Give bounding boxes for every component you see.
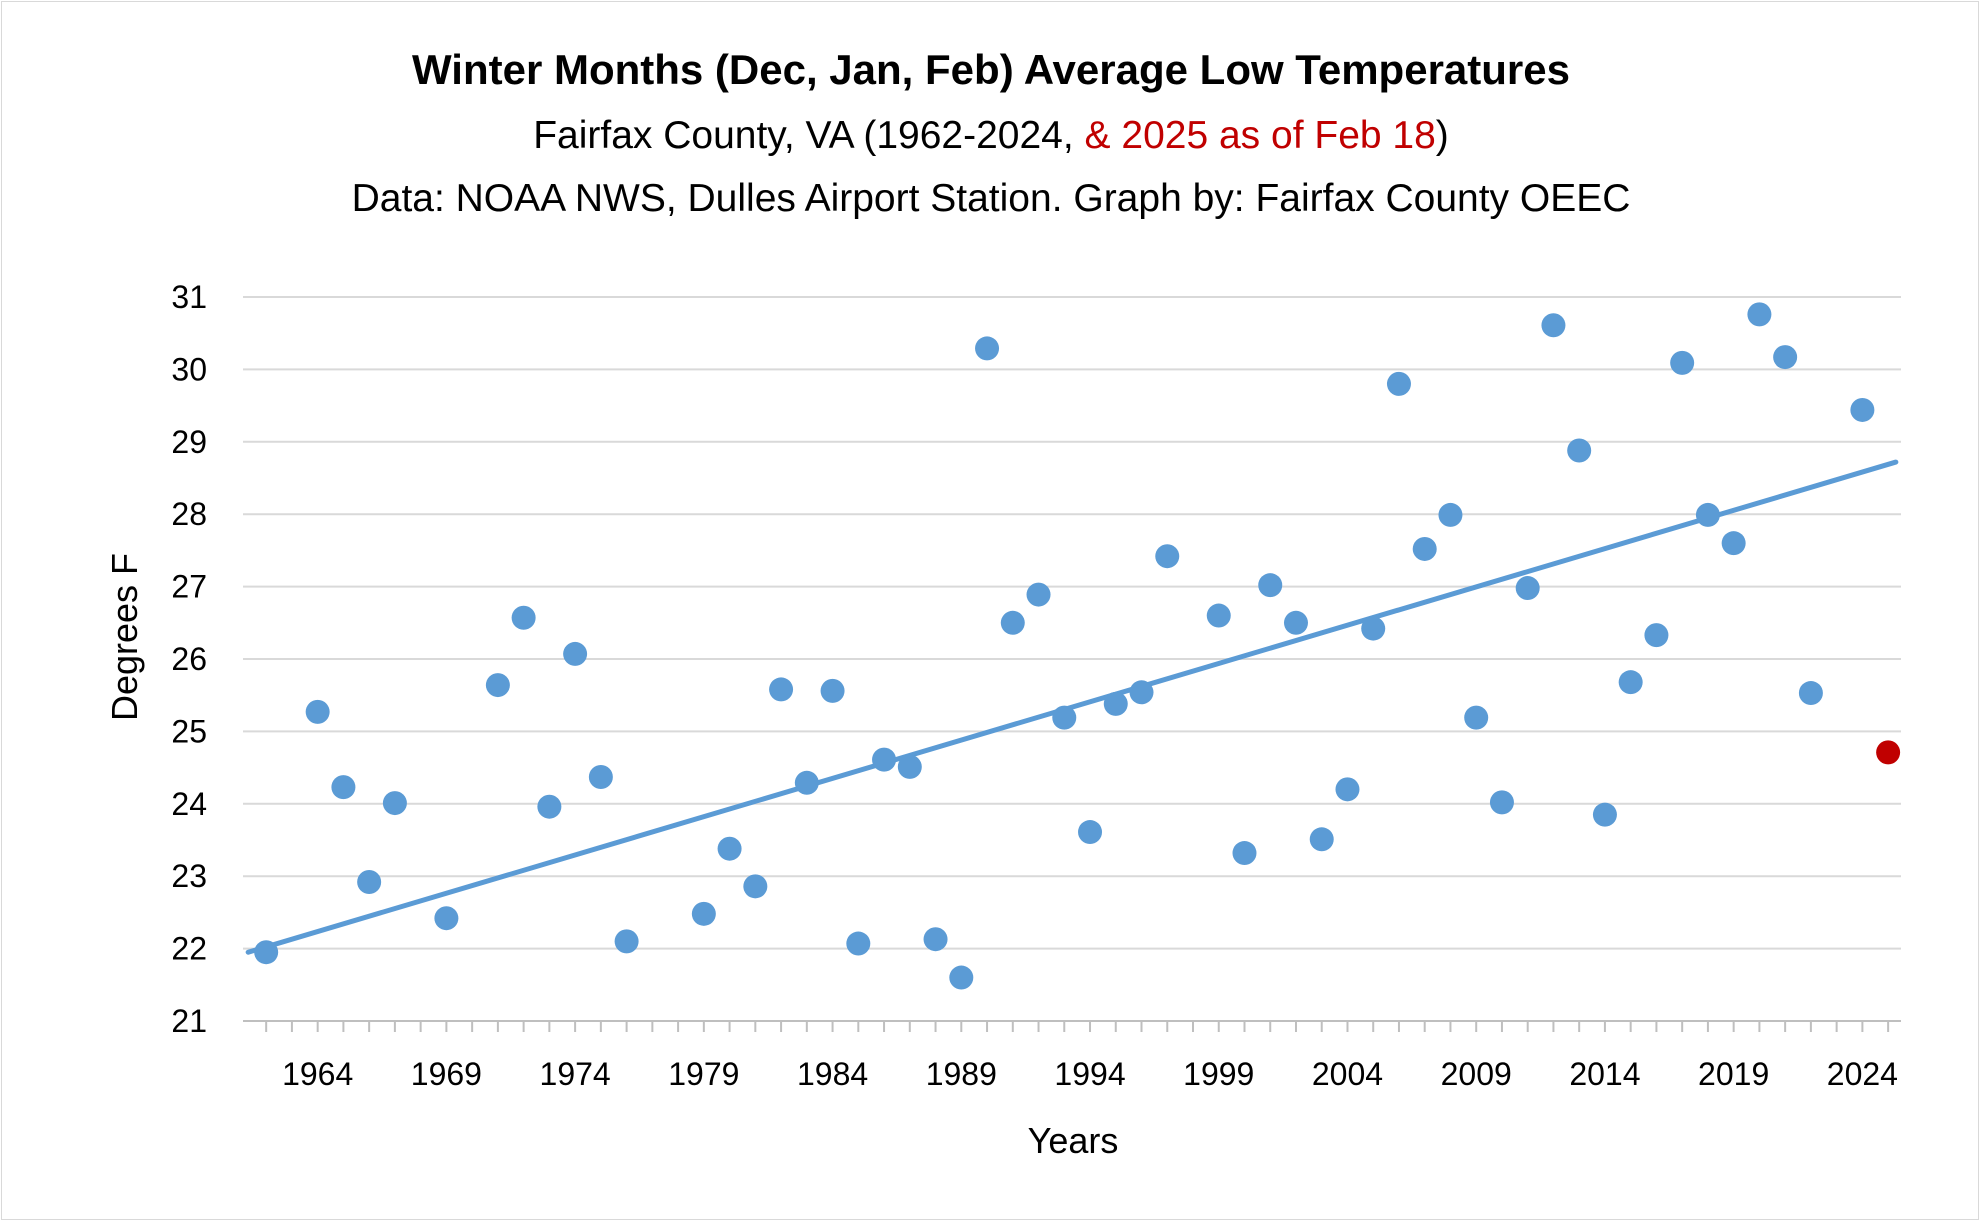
data-point-2017 xyxy=(1670,350,1695,375)
data-point-1990 xyxy=(975,336,1000,361)
point-2025-2025 xyxy=(1876,740,1901,765)
subtitle-part-1: Fairfax County, VA (1962-2024, xyxy=(533,114,1084,157)
x-tick-label-1989: 1989 xyxy=(926,1056,997,1092)
data-point-1983 xyxy=(794,770,819,795)
data-point-1975 xyxy=(588,765,613,790)
data-point-1966 xyxy=(357,869,382,894)
y-tick-label-29: 29 xyxy=(171,424,207,460)
data-point-1997 xyxy=(1155,544,1180,569)
data-point-1989 xyxy=(949,965,974,990)
x-tick-label-1979: 1979 xyxy=(668,1056,739,1092)
x-tick-label-1984: 1984 xyxy=(797,1056,868,1092)
data-point-2020 xyxy=(1747,302,1772,327)
data-point-2015 xyxy=(1618,670,1643,695)
x-tick-label-1969: 1969 xyxy=(411,1056,482,1092)
y-tick-label-24: 24 xyxy=(171,786,207,822)
data-point-1979 xyxy=(691,901,716,926)
data-point-1976 xyxy=(614,929,639,954)
data-point-2011 xyxy=(1515,576,1540,601)
data-point-1965 xyxy=(331,775,356,800)
data-point-2009 xyxy=(1464,705,1489,730)
data-point-1986 xyxy=(872,747,897,772)
data-point-2010 xyxy=(1489,790,1514,815)
data-point-1988 xyxy=(923,927,948,952)
data-point-2013 xyxy=(1567,438,1592,463)
data-point-1982 xyxy=(769,677,794,702)
data-point-2018 xyxy=(1695,502,1720,527)
x-tick-label-1964: 1964 xyxy=(282,1056,353,1092)
data-point-1985 xyxy=(846,931,871,956)
data-point-2006 xyxy=(1386,371,1411,396)
data-point-2000 xyxy=(1232,841,1257,866)
data-point-2019 xyxy=(1721,531,1746,556)
data-point-1973 xyxy=(537,794,562,819)
y-tick-label-22: 22 xyxy=(171,931,207,967)
trendline xyxy=(245,459,1899,955)
y-axis-title: Degrees F xyxy=(104,553,145,721)
chart-title: Winter Months (Dec, Jan, Feb) Average Lo… xyxy=(412,46,1570,93)
y-tick-label-21: 21 xyxy=(171,1003,207,1039)
data-point-2016 xyxy=(1644,623,1669,648)
data-point-1993 xyxy=(1052,705,1077,730)
y-tick-label-23: 23 xyxy=(171,858,207,894)
chart-subtitle: Fairfax County, VA (1962-2024, & 2025 as… xyxy=(533,114,1449,157)
subtitle-part-3: ) xyxy=(1436,114,1449,157)
data-point-2022 xyxy=(1798,681,1823,706)
data-point-1971 xyxy=(485,673,510,698)
y-tick-label-25: 25 xyxy=(171,713,207,749)
x-tick-label-2004: 2004 xyxy=(1312,1056,1383,1092)
data-point-2002 xyxy=(1283,610,1308,635)
subtitle-part-2025: & 2025 as of Feb 18 xyxy=(1085,114,1436,157)
data-point-1969 xyxy=(434,906,459,931)
data-point-1980 xyxy=(717,836,742,861)
x-tick-label-2024: 2024 xyxy=(1827,1056,1898,1092)
y-tick-label-30: 30 xyxy=(171,351,207,387)
x-axis-title: Years xyxy=(1028,1120,1119,1161)
data-point-1991 xyxy=(1000,610,1025,635)
data-point-2001 xyxy=(1258,573,1283,598)
data-point-1981 xyxy=(743,874,768,899)
data-point-2007 xyxy=(1412,536,1437,561)
tick-labels: 21 22 23 24 25 26 27 28 29 30 31 1964 1969 1974 1979 19… xyxy=(171,279,1898,1092)
data-point-2024 xyxy=(1850,397,1875,422)
y-tick-label-27: 27 xyxy=(171,569,207,605)
data-point-2014 xyxy=(1592,802,1617,827)
y-tick-label-31: 31 xyxy=(171,279,207,315)
x-tick-label-2009: 2009 xyxy=(1441,1056,1512,1092)
data-point-1999 xyxy=(1206,603,1231,628)
data-point-2021 xyxy=(1773,345,1798,370)
data-point-1994 xyxy=(1078,820,1103,845)
x-tick-label-2019: 2019 xyxy=(1698,1056,1769,1092)
trendline-layer xyxy=(245,459,1899,955)
x-tick-label-2014: 2014 xyxy=(1569,1056,1640,1092)
data-point-2005 xyxy=(1361,616,1386,641)
data-point-1974 xyxy=(563,641,588,666)
data-point-1987 xyxy=(897,754,922,779)
data-point-2012 xyxy=(1541,313,1566,338)
y-tick-label-28: 28 xyxy=(171,496,207,532)
data-points xyxy=(254,302,1901,990)
data-point-1992 xyxy=(1026,582,1051,607)
data-point-1995 xyxy=(1103,691,1128,716)
data-point-1972 xyxy=(511,605,536,630)
x-tick-label-1999: 1999 xyxy=(1183,1056,1254,1092)
data-point-1962 xyxy=(254,940,279,965)
data-point-2003 xyxy=(1309,827,1334,852)
data-point-1984 xyxy=(820,678,845,703)
x-tick-label-1974: 1974 xyxy=(540,1056,611,1092)
y-tick-label-26: 26 xyxy=(171,641,207,677)
axes xyxy=(243,1020,1901,1032)
data-point-2008 xyxy=(1438,502,1463,527)
data-point-1967 xyxy=(382,791,407,816)
x-tick-label-1994: 1994 xyxy=(1054,1056,1125,1092)
gridlines xyxy=(243,296,1901,950)
data-point-1996 xyxy=(1129,680,1154,705)
data-point-1964 xyxy=(305,699,330,724)
chart-source-line: Data: NOAA NWS, Dulles Airport Station. … xyxy=(352,177,1631,220)
data-point-2004 xyxy=(1335,777,1360,802)
